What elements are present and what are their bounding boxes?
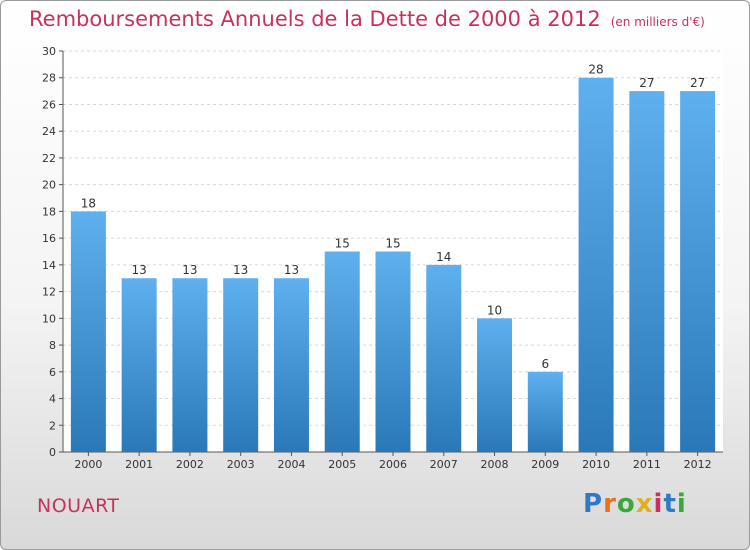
data-label: 27 (639, 76, 654, 90)
data-label: 13 (132, 263, 147, 277)
bar-2008 (477, 318, 513, 452)
y-tick-label: 22 (42, 152, 56, 165)
title-unit: (en milliers d'€) (610, 15, 705, 29)
logo-letter: x (635, 489, 654, 519)
commune-name: NOUART (37, 495, 120, 517)
x-tick-label: 2012 (684, 458, 712, 471)
data-label: 13 (233, 263, 248, 277)
y-tick-label: 20 (42, 179, 56, 192)
x-tick-label: 2005 (328, 458, 356, 471)
proxiti-logo: Proxiti (583, 489, 687, 519)
y-tick-label: 14 (42, 259, 56, 272)
x-tick-label: 2007 (430, 458, 458, 471)
x-tick-label: 2008 (481, 458, 509, 471)
bar-2002 (172, 278, 208, 452)
y-tick-label: 8 (49, 339, 56, 352)
y-tick-label: 30 (42, 45, 56, 58)
y-tick-label: 6 (49, 366, 56, 379)
x-tick-label: 2001 (125, 458, 153, 471)
y-tick-label: 0 (49, 446, 56, 459)
logo-letter: P (583, 489, 604, 519)
x-tick-label: 2002 (176, 458, 204, 471)
data-label: 15 (335, 237, 350, 251)
y-tick-label: 26 (42, 98, 56, 111)
bar-2003 (223, 278, 259, 452)
y-tick-label: 18 (42, 205, 56, 218)
bar-2001 (121, 278, 157, 452)
chart-title: Remboursements Annuels de la Dette de 20… (29, 7, 705, 31)
y-tick-label: 2 (49, 419, 56, 432)
data-label: 13 (284, 263, 299, 277)
data-label: 28 (588, 63, 603, 77)
x-tick-label: 2000 (74, 458, 102, 471)
data-label: 6 (541, 357, 549, 371)
bar-2006 (375, 251, 411, 452)
logo-letter: t (663, 489, 677, 519)
x-tick-label: 2010 (582, 458, 610, 471)
x-tick-label: 2011 (633, 458, 661, 471)
bar-2012 (680, 91, 716, 452)
logo-letter: i (653, 489, 664, 519)
y-tick-label: 24 (42, 125, 56, 138)
logo-letter: r (603, 489, 617, 519)
y-tick-label: 28 (42, 72, 56, 85)
bar-2010 (578, 77, 614, 452)
data-label: 18 (81, 196, 96, 210)
bar-2005 (324, 251, 360, 452)
x-tick-label: 2003 (227, 458, 255, 471)
data-label: 15 (385, 237, 400, 251)
y-tick-label: 10 (42, 312, 56, 325)
bar-2000 (70, 211, 106, 452)
data-label: 10 (487, 303, 502, 317)
y-tick-label: 12 (42, 286, 56, 299)
y-tick-label: 16 (42, 232, 56, 245)
x-tick-label: 2004 (277, 458, 305, 471)
data-label: 13 (182, 263, 197, 277)
bar-2007 (426, 264, 462, 452)
bar-2004 (273, 278, 309, 452)
bar-2011 (629, 91, 665, 452)
x-tick-label: 2006 (379, 458, 407, 471)
bar-2009 (527, 371, 563, 452)
x-tick-label: 2009 (531, 458, 559, 471)
logo-letter: o (616, 489, 636, 519)
y-tick-label: 4 (49, 393, 56, 406)
title-text: Remboursements Annuels de la Dette de 20… (29, 7, 601, 31)
data-label: 27 (690, 76, 705, 90)
data-label: 14 (436, 250, 451, 264)
logo-letter: i (676, 489, 687, 519)
